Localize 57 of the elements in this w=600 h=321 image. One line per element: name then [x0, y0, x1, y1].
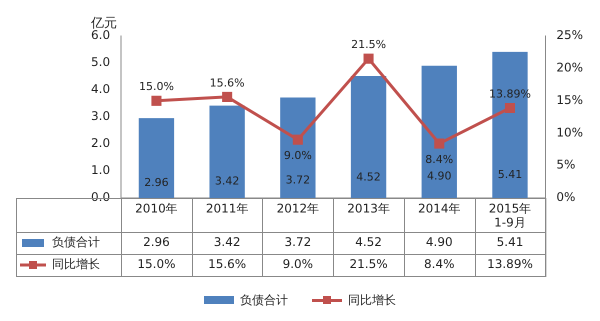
y-tick-label: 2.0 — [90, 136, 110, 150]
text: 负债合计 — [240, 292, 288, 306]
text: 3.42 — [214, 174, 240, 188]
y-tick-label: 5.0 — [90, 55, 110, 70]
legend-label: 同比增长 — [52, 257, 100, 272]
y2-tick-label: 5% — [556, 158, 576, 172]
point — [292, 134, 303, 145]
bar — [422, 66, 457, 198]
data-label: 4.90 — [426, 235, 453, 250]
y2-tick-label: 10% — [556, 125, 583, 140]
data-label: 3.72 — [284, 235, 312, 250]
text: 3.72 — [286, 173, 310, 186]
legend-label: 负债合计 — [52, 235, 100, 250]
data-label: 3.42 — [214, 235, 241, 250]
bar — [280, 98, 316, 198]
point — [364, 54, 374, 64]
y2-tick-label: 25% — [556, 28, 583, 42]
y2-tick-label: 0% — [556, 190, 576, 204]
bar — [209, 106, 245, 198]
y2-tick-label: 15% — [556, 92, 583, 107]
data-label: 9.0% — [282, 257, 314, 272]
data-label: 15.6% — [208, 257, 246, 272]
point — [222, 92, 232, 102]
data-label: 4.52 — [355, 235, 382, 250]
y2-tick-label: 20% — [556, 60, 583, 75]
y-axis-title: 亿元 — [90, 16, 118, 31]
data-label: 21.5% — [349, 257, 388, 272]
text: 同比增长 — [348, 292, 396, 306]
y-tick-label: 6.0 — [90, 28, 110, 42]
y-tick-label: 1.0 — [90, 163, 110, 178]
text: 21.5% — [351, 38, 386, 52]
x-tick-label: 2015年 1-9月 — [488, 201, 532, 230]
x-tick-label: 2013年 — [347, 201, 390, 216]
x-tick-label: 2011年 — [206, 201, 248, 216]
x-tick-label: 2012年 — [276, 201, 320, 216]
data-label: 15.0% — [137, 257, 176, 272]
text: 2.96 — [144, 176, 169, 189]
y-tick-label: 3.0 — [90, 109, 110, 124]
text: 15.0% — [138, 80, 174, 94]
text: 5.41 — [498, 168, 522, 181]
point — [434, 138, 444, 149]
text: 8.4% — [425, 152, 454, 166]
x-tick-label: 2014年 — [418, 201, 461, 216]
bar — [350, 76, 386, 198]
data-label: 2.96 — [143, 235, 170, 250]
point — [151, 96, 162, 106]
point — [504, 102, 516, 114]
text: 4.90 — [427, 169, 452, 182]
y-tick-label: 4.0 — [90, 82, 110, 96]
text: 15.6% — [210, 76, 245, 90]
text: 9.0% — [284, 149, 312, 162]
data-label: 8.4% — [424, 257, 455, 272]
x-tick-label: 2010年 — [135, 201, 178, 216]
text: 4.52 — [356, 170, 381, 184]
data-label: 13.89% — [487, 257, 533, 272]
bar — [138, 118, 174, 198]
data-label: 5.41 — [496, 235, 524, 250]
